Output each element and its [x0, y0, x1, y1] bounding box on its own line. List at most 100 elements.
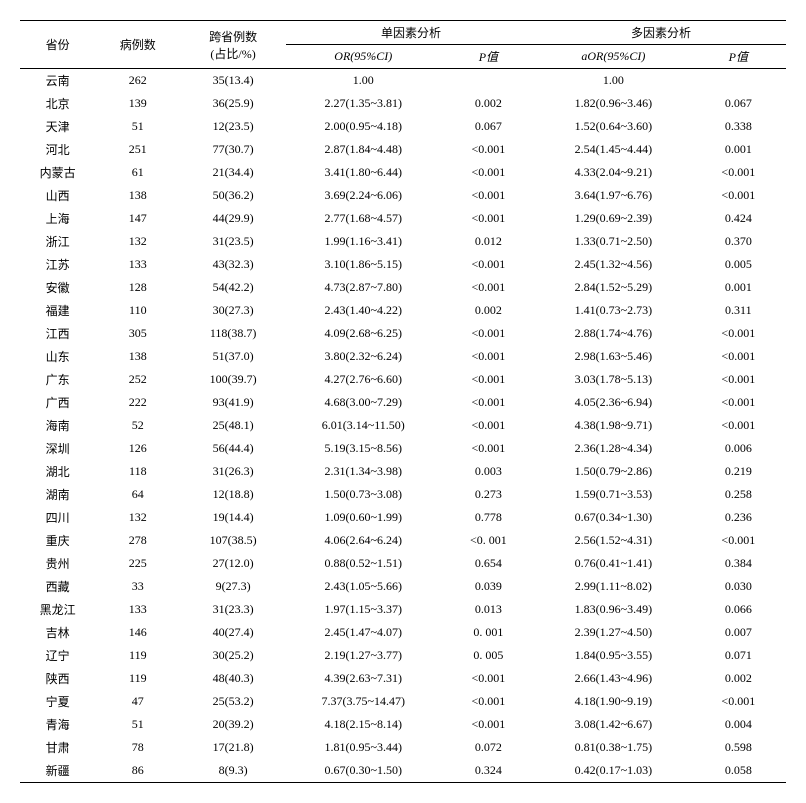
cell-p1: <0.001	[441, 161, 536, 184]
cell-cases: 132	[95, 230, 180, 253]
cell-prov: 安徽	[20, 276, 95, 299]
cell-aor: 0.81(0.38~1.75)	[536, 736, 691, 759]
cell-cross: 100(39.7)	[180, 368, 286, 391]
cell-or: 5.19(3.15~8.56)	[286, 437, 441, 460]
cell-p1: <0.001	[441, 690, 536, 713]
cell-prov: 黑龙江	[20, 598, 95, 621]
cell-p1: <0.001	[441, 207, 536, 230]
cell-cases: 251	[95, 138, 180, 161]
cell-prov: 内蒙古	[20, 161, 95, 184]
cell-p2: 0.004	[691, 713, 786, 736]
cell-cases: 126	[95, 437, 180, 460]
cell-prov: 山西	[20, 184, 95, 207]
cell-prov: 河北	[20, 138, 95, 161]
cell-p1: 0.039	[441, 575, 536, 598]
cell-cases: 78	[95, 736, 180, 759]
table-row: 黑龙江13331(23.3)1.97(1.15~3.37)0.0131.83(0…	[20, 598, 786, 621]
cell-cross: 25(53.2)	[180, 690, 286, 713]
cell-or: 4.68(3.00~7.29)	[286, 391, 441, 414]
cell-aor: 1.83(0.96~3.49)	[536, 598, 691, 621]
cell-p1: <0. 001	[441, 529, 536, 552]
cell-p2: 0.066	[691, 598, 786, 621]
cell-prov: 北京	[20, 92, 95, 115]
cell-prov: 吉林	[20, 621, 95, 644]
cell-cases: 278	[95, 529, 180, 552]
cell-cross: 118(38.7)	[180, 322, 286, 345]
header-cases: 病例数	[95, 21, 180, 69]
table-row: 山西13850(36.2)3.69(2.24~6.06)<0.0013.64(1…	[20, 184, 786, 207]
cell-p1: 0.778	[441, 506, 536, 529]
cell-p2: 0.219	[691, 460, 786, 483]
cell-p2: 0.006	[691, 437, 786, 460]
cell-aor: 2.99(1.11~8.02)	[536, 575, 691, 598]
cell-or: 1.09(0.60~1.99)	[286, 506, 441, 529]
cell-or: 1.50(0.73~3.08)	[286, 483, 441, 506]
cell-aor: 2.45(1.32~4.56)	[536, 253, 691, 276]
cell-p1: <0.001	[441, 713, 536, 736]
cell-p1: 0.013	[441, 598, 536, 621]
cell-cross: 31(23.5)	[180, 230, 286, 253]
cell-prov: 四川	[20, 506, 95, 529]
table-row: 山东13851(37.0)3.80(2.32~6.24)<0.0012.98(1…	[20, 345, 786, 368]
cell-p1: 0.003	[441, 460, 536, 483]
cell-p2: <0.001	[691, 690, 786, 713]
table-row: 浙江13231(23.5)1.99(1.16~3.41)0.0121.33(0.…	[20, 230, 786, 253]
cell-cases: 222	[95, 391, 180, 414]
cell-prov: 云南	[20, 69, 95, 93]
cell-p1: 0.012	[441, 230, 536, 253]
cell-cross: 12(23.5)	[180, 115, 286, 138]
cell-or: 2.19(1.27~3.77)	[286, 644, 441, 667]
table-row: 北京13936(25.9)2.27(1.35~3.81)0.0021.82(0.…	[20, 92, 786, 115]
cell-prov: 宁夏	[20, 690, 95, 713]
cell-p2: <0.001	[691, 414, 786, 437]
cell-aor: 4.05(2.36~6.94)	[536, 391, 691, 414]
cell-cross: 8(9.3)	[180, 759, 286, 783]
cell-or: 2.27(1.35~3.81)	[286, 92, 441, 115]
cell-p2: <0.001	[691, 161, 786, 184]
cell-cross: 12(18.8)	[180, 483, 286, 506]
cell-p2: 0.005	[691, 253, 786, 276]
cell-prov: 湖北	[20, 460, 95, 483]
cell-prov: 贵州	[20, 552, 95, 575]
table-row: 湖北11831(26.3)2.31(1.34~3.98)0.0031.50(0.…	[20, 460, 786, 483]
statistics-table: 省份 病例数 跨省例数(占比/%) 单因素分析 多因素分析 OR(95%CI) …	[20, 20, 786, 783]
cell-p1: 0.324	[441, 759, 536, 783]
cell-or: 2.87(1.84~4.48)	[286, 138, 441, 161]
header-province: 省份	[20, 21, 95, 69]
cell-prov: 重庆	[20, 529, 95, 552]
cell-prov: 广西	[20, 391, 95, 414]
cell-aor: 1.00	[536, 69, 691, 93]
cell-prov: 江西	[20, 322, 95, 345]
cell-p2: <0.001	[691, 391, 786, 414]
cell-cases: 110	[95, 299, 180, 322]
cell-aor: 2.56(1.52~4.31)	[536, 529, 691, 552]
cell-p1: <0.001	[441, 322, 536, 345]
cell-or: 2.43(1.05~5.66)	[286, 575, 441, 598]
cell-prov: 甘肃	[20, 736, 95, 759]
cell-p2: 0.030	[691, 575, 786, 598]
cell-prov: 天津	[20, 115, 95, 138]
cell-cross: 48(40.3)	[180, 667, 286, 690]
cell-or: 1.97(1.15~3.37)	[286, 598, 441, 621]
table-row: 深圳12656(44.4)5.19(3.15~8.56)<0.0012.36(1…	[20, 437, 786, 460]
cell-p1: <0.001	[441, 667, 536, 690]
cell-cross: 31(26.3)	[180, 460, 286, 483]
table-row: 天津5112(23.5)2.00(0.95~4.18)0.0671.52(0.6…	[20, 115, 786, 138]
table-row: 河北25177(30.7)2.87(1.84~4.48)<0.0012.54(1…	[20, 138, 786, 161]
cell-aor: 1.33(0.71~2.50)	[536, 230, 691, 253]
cell-p2: 0.338	[691, 115, 786, 138]
table-row: 西藏339(27.3)2.43(1.05~5.66)0.0392.99(1.11…	[20, 575, 786, 598]
cell-p1: 0.654	[441, 552, 536, 575]
cell-prov: 辽宁	[20, 644, 95, 667]
header-p2: P值	[691, 45, 786, 69]
cell-aor: 2.39(1.27~4.50)	[536, 621, 691, 644]
cell-prov: 西藏	[20, 575, 95, 598]
cell-cross: 44(29.9)	[180, 207, 286, 230]
cell-prov: 青海	[20, 713, 95, 736]
cell-aor: 1.41(0.73~2.73)	[536, 299, 691, 322]
cell-p2: 0.001	[691, 138, 786, 161]
cell-prov: 浙江	[20, 230, 95, 253]
cell-cases: 119	[95, 667, 180, 690]
cell-or: 3.69(2.24~6.06)	[286, 184, 441, 207]
cell-p2: 0.058	[691, 759, 786, 783]
